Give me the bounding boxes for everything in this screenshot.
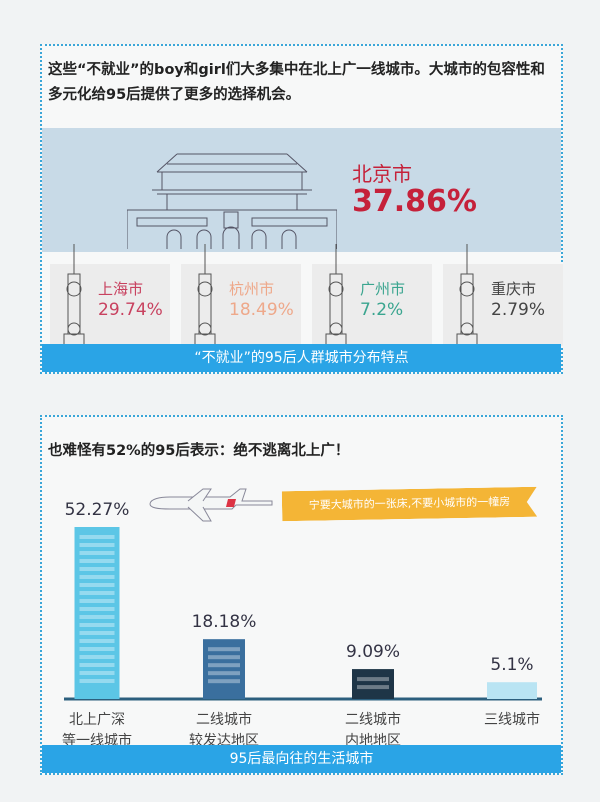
category-label: 二线城市: [345, 711, 401, 728]
bar-window: [357, 677, 389, 682]
data-label: 5.1%: [490, 655, 533, 675]
bar-window: [208, 647, 240, 652]
bar-window: [79, 575, 115, 579]
bar-window: [79, 535, 115, 539]
landmark-icon: [194, 244, 216, 346]
landmark-icon: [325, 244, 347, 346]
beijing-feature: 北京市 37.86%: [42, 128, 561, 252]
city-name: 重庆市: [491, 280, 537, 298]
bar-window: [79, 599, 115, 603]
category-label: 等一线城市: [62, 732, 132, 747]
preferred-city-panel: 也难怪有52%的95后表示：绝不逃离北上广！ 宁要大城市的一张床,不要小城市的一…: [40, 415, 563, 775]
bar-window: [208, 671, 240, 676]
section2-title: 也难怪有52%的95后表示：绝不逃离北上广！: [48, 443, 350, 459]
airplane-icon: [149, 488, 273, 522]
category-label: 内地地区: [345, 733, 401, 747]
bar-window: [79, 583, 115, 587]
bar: [352, 669, 394, 699]
section2-banner: 95后最向往的生活城市: [42, 745, 561, 773]
bar-window: [79, 639, 115, 643]
landmark-icon: [63, 244, 85, 346]
bar-window: [79, 671, 115, 675]
data-label: 52.27%: [65, 500, 130, 520]
city-card: 上海市 29.74%: [50, 244, 170, 346]
bar-window: [208, 655, 240, 660]
city-value: 18.49%: [229, 300, 294, 320]
bar-window: [79, 631, 115, 635]
city-value: 29.74%: [98, 300, 163, 320]
bar-window: [79, 607, 115, 611]
category-label: 较发达地区: [189, 733, 259, 747]
featured-city-value: 37.86%: [352, 184, 477, 219]
bar-window: [79, 615, 115, 619]
bar-window: [79, 559, 115, 563]
intro-text: 这些“不就业”的boy和girl们大多集中在北上广一线城市。大城市的包容性和多元…: [48, 62, 545, 103]
featured-city-name: 北京市: [352, 162, 412, 186]
section1-banner: “不就业”的95后人群城市分布特点: [42, 344, 561, 372]
data-label: 9.09%: [346, 642, 400, 662]
category-label: 三线城市: [484, 711, 540, 728]
bar-window: [208, 679, 240, 684]
bar-window: [79, 647, 115, 651]
bar-window: [79, 591, 115, 595]
bar-window: [208, 663, 240, 668]
city-distribution-panel: 这些“不就业”的boy和girl们大多集中在北上广一线城市。大城市的包容性和多元…: [40, 44, 563, 374]
bar-window: [79, 567, 115, 571]
city-value: 7.2%: [360, 300, 404, 320]
category-label: 二线城市: [196, 711, 252, 728]
city-card: 重庆市 2.79%: [443, 244, 563, 346]
city-value: 2.79%: [491, 300, 546, 320]
bar-window: [357, 685, 389, 690]
bar-window: [79, 623, 115, 627]
bar-window: [79, 679, 115, 683]
city-name: 广州市: [360, 280, 406, 298]
city-card: 杭州市 18.49%: [181, 244, 301, 346]
tiananmen-icon: [127, 153, 337, 249]
bar: [487, 682, 537, 699]
preferred-city-chart: 52.27%北上广深等一线城市18.18%二线城市较发达地区或沿海城市9.09%…: [62, 500, 542, 747]
bar-window: [79, 543, 115, 547]
bar-window: [79, 551, 115, 555]
bar-window: [79, 663, 115, 667]
city-name: 杭州市: [229, 280, 275, 298]
data-label: 18.18%: [192, 612, 257, 632]
bar: [74, 527, 120, 699]
bar-window: [79, 655, 115, 659]
category-label: 北上广深: [69, 712, 125, 728]
landmark-icon: [456, 244, 478, 346]
city-card: 广州市 7.2%: [312, 244, 432, 346]
bar: [203, 639, 245, 699]
city-name: 上海市: [98, 280, 144, 298]
